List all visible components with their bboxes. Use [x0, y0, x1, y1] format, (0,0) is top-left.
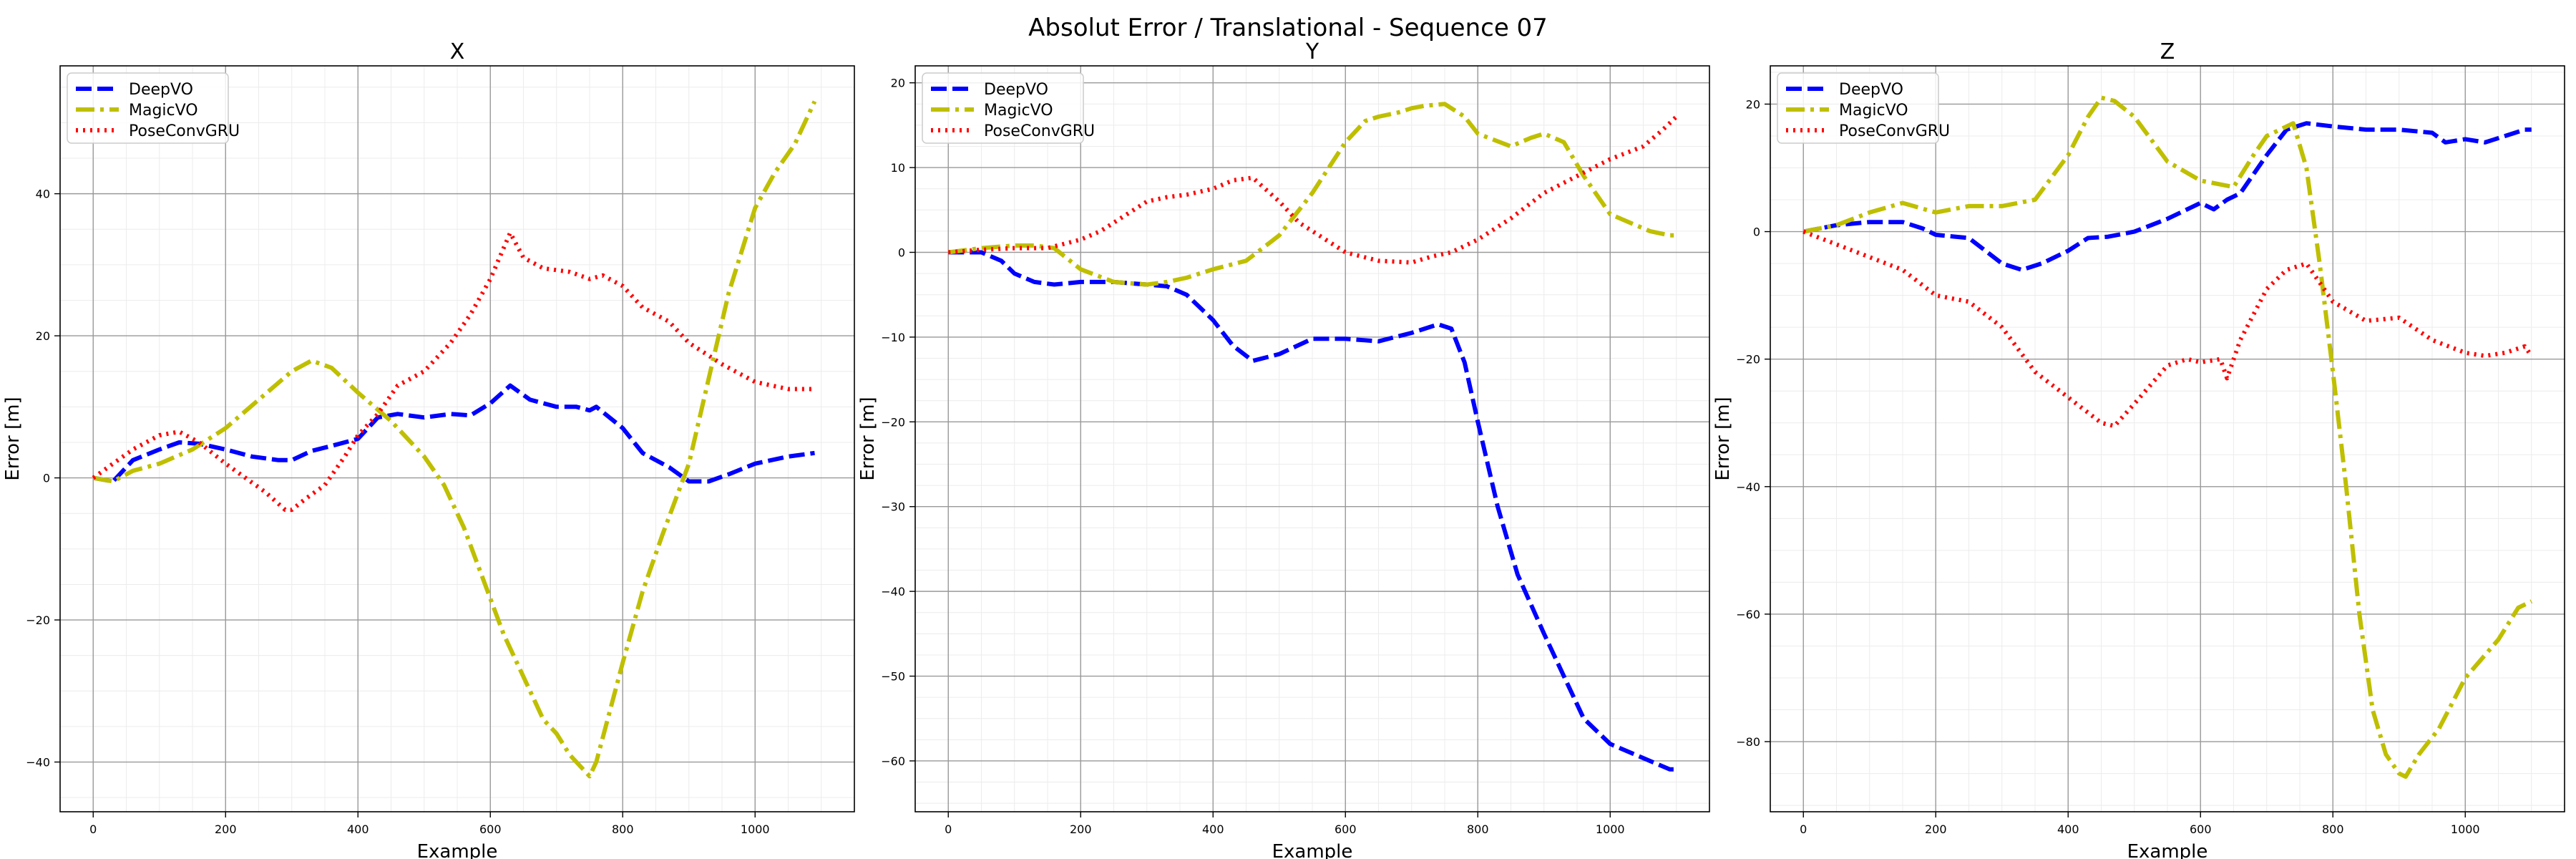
y-tick-label: −50: [881, 670, 905, 684]
series-line-poseconvgru: [92, 230, 815, 513]
series-line-deepvo: [948, 250, 1677, 772]
x-tick-label: 1000: [1596, 822, 1625, 836]
series-line-poseconvgru: [1802, 229, 2534, 429]
x-tick-label: 600: [1335, 822, 1357, 836]
x-axis-label: Example: [1272, 841, 1353, 859]
series-line-deepvo: [1802, 121, 2532, 272]
series-line-magicvo: [947, 102, 1677, 287]
y-tick-label: 20: [36, 329, 50, 343]
plot-frame: [1770, 65, 2565, 812]
chart-panel-1: 0 200 400 600 800 1000 −60 −50 −40 −30 −20 −10 0 10 20…: [857, 39, 1710, 859]
panel-title: Y: [1305, 39, 1319, 64]
x-tick-label: 200: [1070, 822, 1092, 836]
chart-panel-2: 0 200 400 600 800 1000 −80 −60 −40 −20 0 20 Z Example…: [1712, 39, 2565, 859]
x-tick-label: 0: [945, 822, 952, 836]
legend-entry-poseconvgru: PoseConvGRU: [984, 122, 1095, 140]
y-tick-label: −20: [1736, 353, 1760, 367]
y-tick-label: 40: [36, 188, 50, 201]
y-tick-label: −20: [881, 415, 905, 429]
legend: DeepVO MagicVO PoseConvGRU: [67, 72, 240, 144]
x-tick-label: 400: [347, 822, 369, 836]
x-tick-label: 200: [215, 822, 237, 836]
x-tick-label: 600: [479, 822, 502, 836]
y-tick-label: 20: [891, 77, 905, 90]
chart-panel-0: 0 200 400 600 800 1000 −40 −20 0 20 40 X Example Erro…: [2, 39, 855, 859]
legend: DeepVO MagicVO PoseConvGRU: [922, 72, 1095, 144]
legend-entry-poseconvgru: PoseConvGRU: [129, 122, 240, 140]
legend-entry-deepvo: DeepVO: [1839, 81, 1903, 99]
figure-title: Absolut Error / Translational - Sequence…: [1028, 14, 1548, 42]
y-tick-label: 0: [898, 246, 905, 260]
x-tick-label: 800: [612, 822, 634, 836]
legend-entry-deepvo: DeepVO: [984, 81, 1048, 99]
x-tick-label: 1000: [2451, 822, 2480, 836]
plot-frame: [59, 65, 855, 812]
y-tick-label: −20: [26, 613, 50, 627]
y-tick-label: −30: [881, 500, 905, 514]
y-axis-label: Error [m]: [857, 397, 879, 480]
legend-entry-poseconvgru: PoseConvGRU: [1839, 122, 1950, 140]
y-tick-label: −80: [1736, 735, 1760, 749]
y-tick-label: −40: [26, 756, 50, 770]
x-tick-label: 1000: [741, 822, 770, 836]
series-line-deepvo: [92, 383, 815, 484]
series-line-magicvo: [1802, 95, 2533, 779]
panel-title: X: [450, 39, 465, 64]
y-tick-label: −10: [881, 331, 905, 344]
x-tick-label: 400: [1202, 822, 1224, 836]
legend-entry-deepvo: DeepVO: [129, 81, 193, 99]
series-line-magicvo: [92, 100, 817, 779]
x-tick-label: 0: [89, 822, 97, 836]
legend-entry-magicvo: MagicVO: [984, 102, 1053, 120]
y-tick-label: −40: [1736, 480, 1760, 494]
legend-entry-magicvo: MagicVO: [129, 102, 198, 120]
y-tick-label: −60: [881, 754, 905, 768]
x-axis-label: Example: [2127, 841, 2208, 859]
y-tick-label: 0: [43, 472, 50, 485]
y-tick-label: 0: [1753, 225, 1760, 239]
x-axis-label: Example: [417, 841, 498, 859]
y-tick-label: 10: [891, 161, 905, 175]
panel-title: Z: [2160, 39, 2175, 64]
legend: DeepVO MagicVO PoseConvGRU: [1777, 72, 1950, 144]
legend-entry-magicvo: MagicVO: [1839, 102, 1908, 120]
x-tick-label: 600: [2190, 822, 2212, 836]
plot-frame: [914, 65, 1710, 812]
y-axis-label: Error [m]: [2, 397, 24, 480]
x-tick-label: 800: [1467, 822, 1489, 836]
panels: 0 200 400 600 800 1000−40−2002040XExampleErro…: [2, 39, 2565, 859]
y-tick-label: −60: [1736, 608, 1760, 621]
x-tick-label: 200: [1925, 822, 1947, 836]
x-tick-label: 0: [1800, 822, 1807, 836]
x-tick-label: 400: [2057, 822, 2079, 836]
x-tick-label: 800: [2322, 822, 2344, 836]
y-tick-label: 20: [1746, 97, 1760, 111]
y-axis-label: Error [m]: [1712, 397, 1734, 480]
y-tick-label: −40: [881, 585, 905, 598]
